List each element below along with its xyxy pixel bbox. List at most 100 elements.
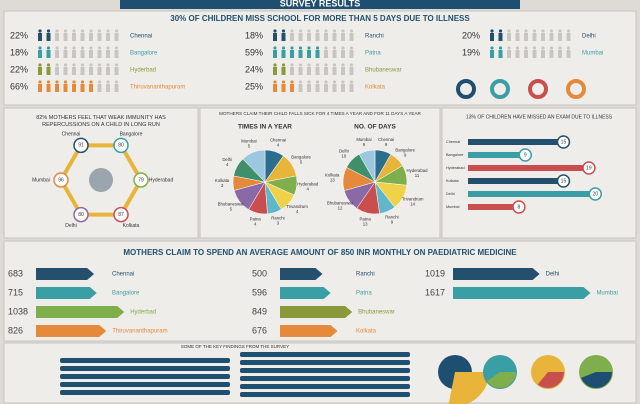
icon-head — [63, 80, 68, 84]
icon-body — [97, 67, 102, 75]
slice-value: 13 — [363, 222, 368, 227]
slice-value: 9 — [385, 142, 388, 147]
icon-body — [273, 33, 277, 41]
ring — [490, 79, 510, 99]
icon-head — [490, 29, 494, 33]
icon-head — [324, 46, 328, 50]
icon-head — [106, 46, 110, 50]
icon-head — [89, 80, 93, 84]
icon-head — [106, 80, 110, 84]
icon-body — [63, 33, 68, 41]
icon-body — [38, 33, 42, 41]
icon-head — [46, 29, 51, 33]
spend-arrow — [36, 325, 107, 337]
icon-head — [298, 63, 303, 67]
icon-body — [290, 33, 294, 41]
icon-head — [349, 63, 354, 67]
person-icon — [298, 29, 303, 41]
percent-label: 18% — [245, 30, 263, 40]
icon-head — [97, 29, 102, 33]
city-label: Mumbai — [582, 51, 603, 57]
value-ring — [588, 187, 603, 201]
icon-body — [507, 50, 511, 58]
spend-arrow — [453, 287, 591, 299]
city-label: Hyderabad — [149, 177, 174, 183]
icon-head — [566, 46, 571, 50]
icon-body — [114, 84, 119, 92]
city-label: Mumbai — [32, 177, 50, 183]
icon-body — [72, 33, 76, 41]
icon-head — [341, 63, 345, 67]
person-icon — [558, 46, 562, 58]
slice-city: Ranchi — [385, 214, 398, 219]
icon-body — [549, 33, 554, 41]
percent-label: 22% — [10, 64, 28, 74]
icon-head — [72, 80, 76, 84]
icon-body — [349, 67, 354, 75]
icon-body — [349, 50, 354, 58]
person-icon — [106, 29, 110, 41]
person-icon — [315, 80, 320, 92]
slice-value: 9 — [404, 152, 407, 157]
person-icon — [97, 29, 102, 41]
person-icon — [63, 63, 68, 75]
icon-head — [541, 46, 545, 50]
percent-label: 19% — [462, 47, 480, 57]
person-icon — [38, 46, 42, 58]
icon-head — [281, 80, 286, 84]
ring — [456, 79, 476, 99]
slice-value: 3 — [277, 221, 280, 226]
icon-head — [524, 29, 528, 33]
icon-body — [281, 50, 286, 58]
icon-head — [38, 80, 42, 84]
value-ring — [556, 174, 571, 188]
person-icon — [89, 29, 93, 41]
person-icon — [341, 63, 345, 75]
finding-line — [240, 376, 410, 381]
icon-body — [38, 67, 42, 75]
icon-head — [273, 29, 277, 33]
header-title: SURVEY RESULTS — [280, 0, 361, 8]
icon-head — [273, 46, 277, 50]
icon-body — [89, 67, 93, 75]
person-icon — [281, 80, 286, 92]
slice-city: Hyderabad — [297, 181, 319, 186]
person-icon — [349, 29, 354, 41]
city-label: Bangalore — [120, 131, 143, 137]
person-icon — [332, 46, 337, 58]
pie-slice — [242, 149, 266, 183]
value-label: 80 — [118, 143, 124, 149]
person-icon — [55, 80, 59, 92]
icon-body — [290, 67, 294, 75]
icon-body — [114, 50, 119, 58]
amount-label: 715 — [8, 287, 23, 297]
icon-head — [558, 29, 562, 33]
person-icon — [490, 46, 494, 58]
icon-head — [290, 63, 294, 67]
city-label: Bangalore — [446, 153, 463, 157]
person-icon — [72, 29, 76, 41]
icon-head — [307, 80, 311, 84]
person-icon — [315, 46, 320, 58]
person-icon — [97, 80, 102, 92]
icon-body — [46, 84, 51, 92]
pie-slice — [358, 149, 376, 183]
icon-head — [114, 29, 119, 33]
icon-body — [315, 33, 320, 41]
amount-label: 1617 — [425, 287, 445, 297]
icon-body — [341, 50, 345, 58]
icon-body — [532, 50, 537, 58]
icon-body — [490, 33, 494, 41]
city-label: Delhi — [446, 192, 455, 196]
spend-arrow — [36, 306, 125, 318]
hexagon-center — [89, 168, 113, 192]
icon-head — [55, 80, 59, 84]
amount-label: 596 — [252, 287, 267, 297]
icon-body — [515, 33, 520, 41]
person-icon — [72, 63, 76, 75]
icon-body — [349, 84, 354, 92]
icon-body — [290, 50, 294, 58]
city-label: Patna — [356, 291, 372, 297]
city-label: Mumbai — [446, 205, 460, 209]
